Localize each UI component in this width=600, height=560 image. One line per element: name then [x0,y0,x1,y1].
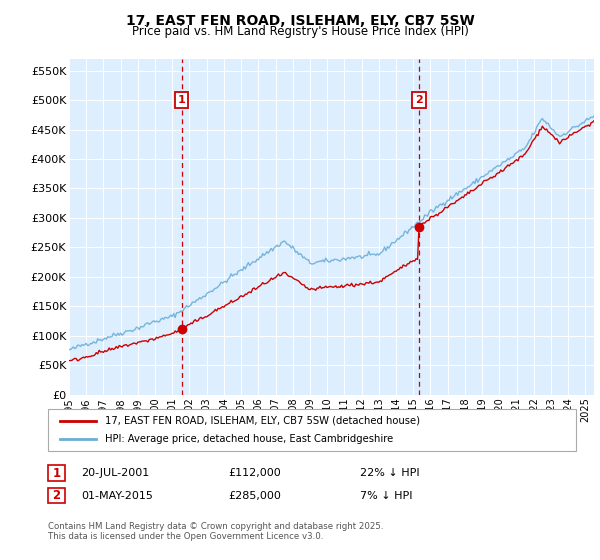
Text: 01-MAY-2015: 01-MAY-2015 [81,491,153,501]
Text: 20-JUL-2001: 20-JUL-2001 [81,468,149,478]
Text: 17, EAST FEN ROAD, ISLEHAM, ELY, CB7 5SW (detached house): 17, EAST FEN ROAD, ISLEHAM, ELY, CB7 5SW… [105,416,420,426]
Text: £285,000: £285,000 [228,491,281,501]
Text: Contains HM Land Registry data © Crown copyright and database right 2025.
This d: Contains HM Land Registry data © Crown c… [48,522,383,542]
Text: £112,000: £112,000 [228,468,281,478]
Text: 17, EAST FEN ROAD, ISLEHAM, ELY, CB7 5SW: 17, EAST FEN ROAD, ISLEHAM, ELY, CB7 5SW [125,14,475,28]
Text: 7% ↓ HPI: 7% ↓ HPI [360,491,413,501]
Text: 1: 1 [52,466,61,480]
Text: 2: 2 [415,95,423,105]
Text: Price paid vs. HM Land Registry's House Price Index (HPI): Price paid vs. HM Land Registry's House … [131,25,469,38]
Text: 1: 1 [178,95,185,105]
Text: 22% ↓ HPI: 22% ↓ HPI [360,468,419,478]
Text: 2: 2 [52,489,61,502]
Text: HPI: Average price, detached house, East Cambridgeshire: HPI: Average price, detached house, East… [105,434,393,444]
